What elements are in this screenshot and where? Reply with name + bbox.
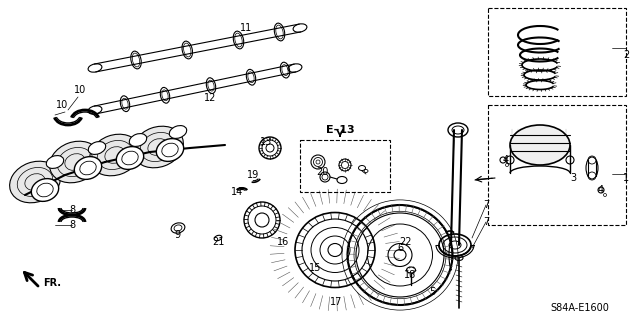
Ellipse shape (90, 134, 140, 176)
Bar (488, 8, 626, 96)
Ellipse shape (74, 157, 102, 179)
Text: 14: 14 (231, 187, 243, 197)
Ellipse shape (31, 179, 59, 201)
Ellipse shape (170, 126, 187, 138)
Text: 15: 15 (309, 263, 321, 273)
Text: 22: 22 (399, 237, 412, 247)
Text: 20: 20 (316, 167, 328, 177)
Text: 16: 16 (277, 237, 289, 247)
Text: FR.: FR. (43, 278, 61, 288)
Text: 12: 12 (204, 93, 216, 103)
Text: 8: 8 (69, 220, 75, 230)
Text: 10: 10 (74, 85, 86, 95)
Text: 8: 8 (69, 205, 75, 215)
Text: 13: 13 (260, 137, 272, 147)
Text: 2: 2 (623, 50, 629, 60)
Text: 3: 3 (570, 173, 576, 183)
Ellipse shape (510, 125, 570, 165)
Text: 1: 1 (623, 173, 629, 183)
Ellipse shape (10, 161, 60, 203)
Text: 5: 5 (429, 287, 435, 297)
Ellipse shape (88, 142, 106, 154)
Text: 7: 7 (483, 217, 489, 227)
Ellipse shape (132, 126, 184, 168)
Text: 19: 19 (247, 170, 259, 180)
Text: 21: 21 (212, 237, 224, 247)
Ellipse shape (116, 147, 144, 169)
Text: 11: 11 (240, 23, 252, 33)
Text: 10: 10 (56, 100, 68, 110)
Bar (300, 140, 390, 192)
Ellipse shape (50, 141, 100, 183)
Text: 4: 4 (598, 185, 604, 195)
Ellipse shape (156, 139, 184, 161)
Text: 9: 9 (174, 230, 180, 240)
Text: E–13: E–13 (326, 125, 355, 135)
Text: S84A-E1600: S84A-E1600 (550, 303, 609, 313)
Text: 7: 7 (483, 200, 489, 210)
Ellipse shape (46, 156, 64, 168)
Text: 18: 18 (404, 270, 416, 280)
Bar (488, 105, 626, 225)
Text: 4: 4 (503, 155, 509, 165)
Ellipse shape (129, 134, 147, 146)
Text: 6: 6 (397, 243, 403, 253)
Text: 17: 17 (330, 297, 342, 307)
